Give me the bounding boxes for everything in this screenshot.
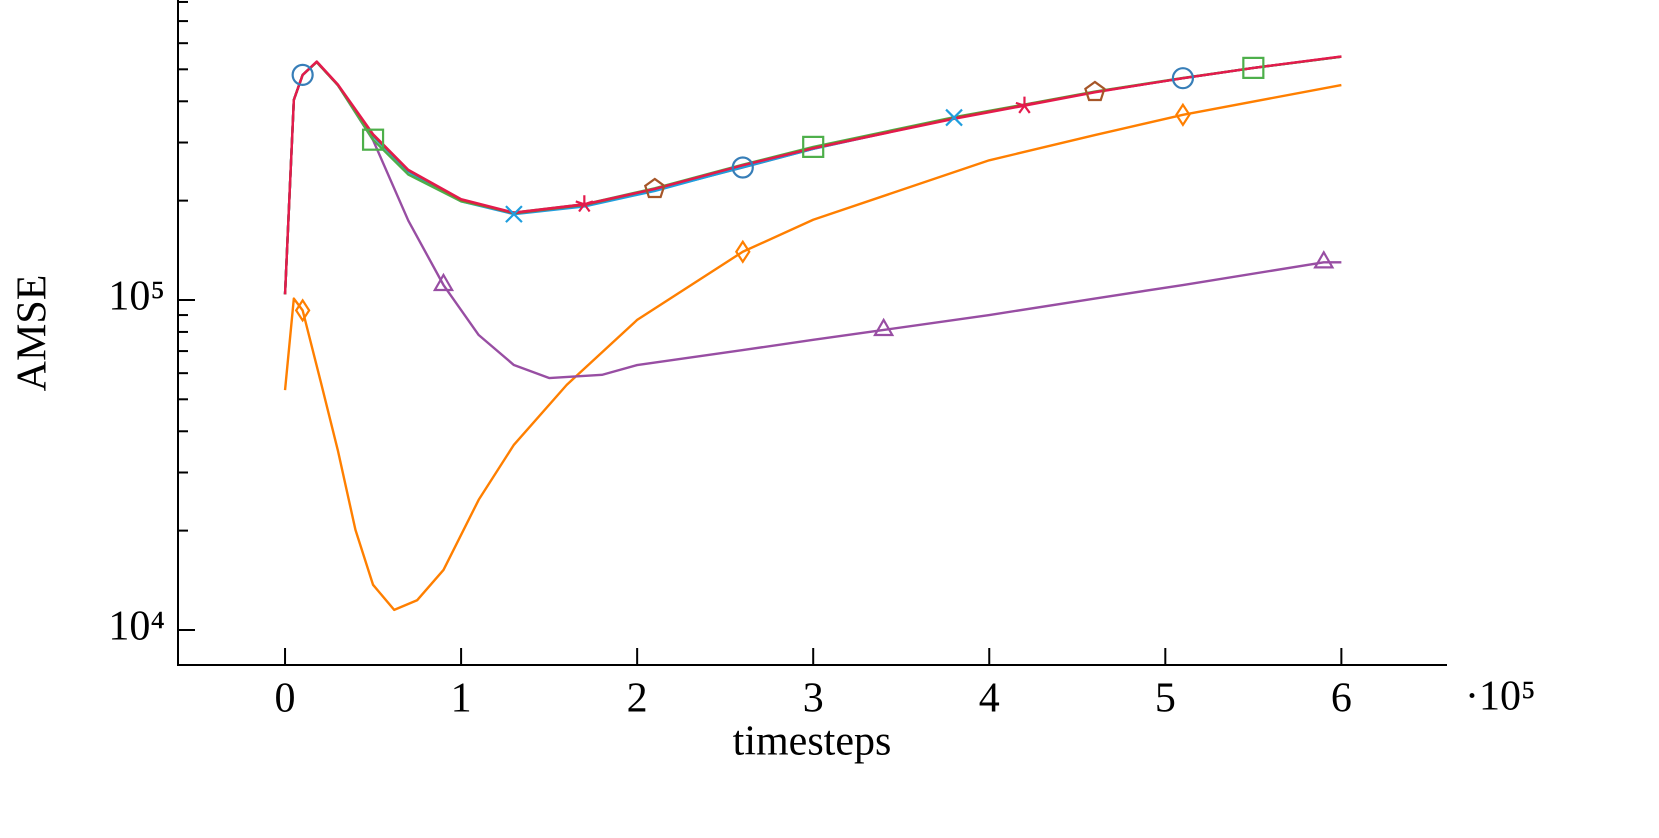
- y-axis-label: AMSE: [10, 275, 56, 392]
- marker: [291, 63, 314, 86]
- x-tick-label: 4: [979, 676, 1000, 722]
- marker: [802, 135, 825, 158]
- marker: [1175, 102, 1191, 127]
- y-tick-label: 10⁵: [108, 274, 165, 320]
- x-scale-label: ·10⁵: [1465, 674, 1536, 720]
- marker: [734, 239, 751, 264]
- x-tick-label: 1: [451, 676, 472, 722]
- x-tick-label: 2: [627, 676, 648, 722]
- marker: [1015, 96, 1034, 114]
- marker: [1171, 67, 1195, 90]
- series-line: [283, 55, 1342, 295]
- x-axis-label: timesteps: [733, 719, 892, 765]
- marker: [575, 195, 594, 213]
- x-tick-label: 3: [803, 676, 824, 722]
- series-line: [283, 55, 1342, 295]
- marker: [1313, 250, 1335, 269]
- x-tick-label: 6: [1331, 676, 1352, 722]
- marker: [1242, 56, 1265, 79]
- marker: [945, 108, 963, 127]
- marker: [505, 205, 523, 223]
- series-line: [283, 55, 1342, 295]
- marker: [731, 156, 754, 179]
- marker: [873, 317, 895, 337]
- series-line: [283, 55, 1342, 295]
- x-tick-label: 0: [275, 676, 296, 722]
- x-tick-label: 5: [1155, 676, 1176, 722]
- marker: [643, 177, 666, 199]
- marker: [432, 272, 455, 292]
- y-tick-label: 10⁴: [108, 604, 165, 650]
- marker: [361, 128, 385, 151]
- series-line: [283, 83, 1342, 612]
- series-line: [283, 55, 1342, 295]
- marker: [294, 298, 311, 323]
- marker: [1084, 80, 1106, 102]
